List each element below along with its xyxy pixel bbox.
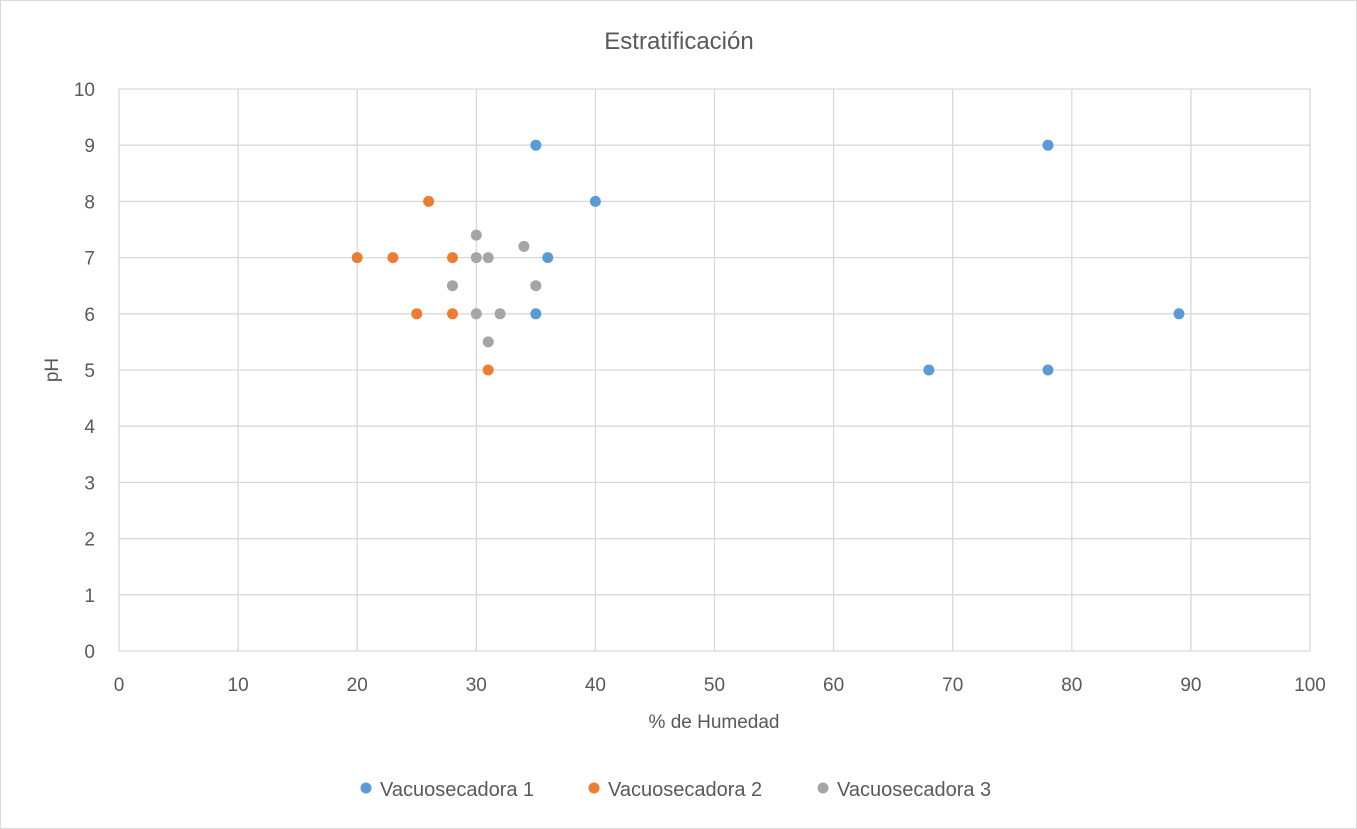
data-point-series-1 [1173,308,1185,320]
data-point-series-2 [423,195,435,207]
x-axis-title: % de Humedad [649,712,780,733]
legend-label-series-2: Vacuosecadora 2 [608,779,762,801]
y-axis-title: pH [42,358,63,382]
data-point-series-1 [1042,364,1054,376]
y-tick-label: 8 [84,192,95,213]
tick-labels: 0 10 20 30 40 50 60 70 80 90 100 0 1 2 3 4 5 6 7 8 9 10 [74,80,1326,696]
chart-title: Estratificación [604,28,753,55]
y-tick-label: 6 [84,305,95,326]
x-tick-label: 90 [1180,675,1201,696]
y-tick-label: 7 [84,249,95,270]
x-tick-label: 50 [704,675,725,696]
data-point-series-3 [446,280,458,292]
y-tick-label: 1 [84,586,95,607]
data-point-series-3 [482,252,494,264]
data-point-series-3 [482,336,494,348]
data-points [351,139,1185,376]
y-tick-label: 9 [84,136,95,157]
legend-marker-series-3 [817,782,829,794]
data-point-series-1 [1042,139,1054,151]
y-tick-label: 5 [84,361,95,382]
y-tick-label: 4 [84,417,95,438]
data-point-series-2 [446,308,458,320]
data-point-series-1 [589,195,601,207]
data-point-series-3 [470,252,482,264]
y-tick-label: 0 [84,642,95,663]
x-tick-label: 60 [823,675,844,696]
data-point-series-2 [387,252,399,264]
x-tick-label: 10 [228,675,249,696]
x-tick-label: 80 [1061,675,1082,696]
legend-marker-series-1 [360,782,372,794]
data-point-series-2 [411,308,423,320]
data-point-series-1 [530,308,542,320]
y-tick-label: 2 [84,530,95,551]
x-tick-label: 20 [347,675,368,696]
legend-label-series-3: Vacuosecadora 3 [837,779,991,801]
legend-label-series-1: Vacuosecadora 1 [380,779,534,801]
data-point-series-2 [351,252,363,264]
x-tick-label: 70 [942,675,963,696]
data-point-series-2 [446,252,458,264]
data-point-series-3 [518,240,530,252]
data-point-series-1 [923,364,935,376]
legend-marker-series-2 [588,782,600,794]
data-point-series-3 [530,280,542,292]
x-tick-label: 30 [466,675,487,696]
data-point-series-1 [542,252,554,264]
data-point-series-1 [530,139,542,151]
y-tick-label: 10 [74,80,95,101]
x-tick-label: 0 [114,675,125,696]
x-tick-label: 40 [585,675,606,696]
data-point-series-2 [482,364,494,376]
gridlines [118,88,1311,652]
x-tick-label: 100 [1294,675,1326,696]
y-tick-label: 3 [84,473,95,494]
data-point-series-3 [494,308,506,320]
data-point-series-3 [470,229,482,241]
data-point-series-3 [470,308,482,320]
legend: Vacuosecadora 1 Vacuosecadora 2 Vacuosecad… [360,779,991,801]
